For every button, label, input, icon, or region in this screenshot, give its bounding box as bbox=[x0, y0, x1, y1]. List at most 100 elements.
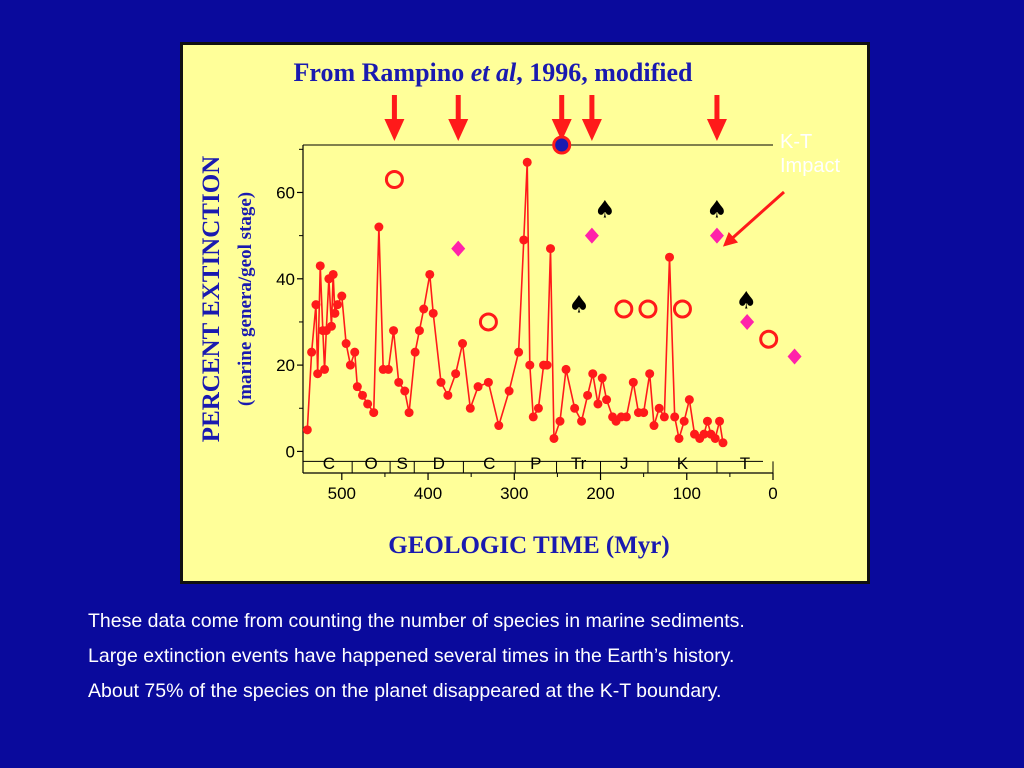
data-point bbox=[436, 377, 446, 387]
data-point bbox=[363, 399, 373, 409]
x-tick-label: 200 bbox=[586, 484, 614, 503]
y-tick-label: 20 bbox=[276, 356, 295, 375]
extinction-arrow-shaft bbox=[455, 95, 461, 123]
data-point bbox=[684, 395, 694, 405]
data-point bbox=[369, 408, 379, 418]
data-point bbox=[583, 390, 593, 400]
x-tick-label: 0 bbox=[768, 484, 777, 503]
data-point bbox=[483, 377, 493, 387]
kt-annotation-arrowhead bbox=[722, 232, 739, 247]
extinction-arrow-shaft bbox=[714, 95, 720, 123]
data-point bbox=[494, 421, 504, 431]
data-point bbox=[593, 399, 603, 409]
data-point bbox=[451, 369, 461, 379]
extinction-arrow-head bbox=[384, 119, 405, 141]
data-point bbox=[699, 429, 709, 439]
open-circle-marker bbox=[672, 299, 692, 319]
data-point bbox=[428, 308, 438, 318]
data-point bbox=[443, 390, 453, 400]
spade-icon: ♠ bbox=[706, 196, 728, 224]
diamond-marker bbox=[584, 227, 599, 244]
data-point bbox=[522, 157, 532, 167]
data-point bbox=[577, 416, 587, 426]
data-point bbox=[337, 291, 347, 301]
data-point bbox=[665, 252, 675, 262]
title-part: , 1996, modified bbox=[516, 58, 693, 87]
data-point bbox=[350, 347, 360, 357]
spade-icon: ♠ bbox=[594, 196, 616, 224]
data-point bbox=[649, 421, 659, 431]
data-point bbox=[718, 438, 728, 448]
data-point bbox=[514, 347, 524, 357]
x-tick-label: 100 bbox=[673, 484, 701, 503]
diamond-marker bbox=[740, 313, 755, 330]
data-point bbox=[410, 347, 420, 357]
period-label: S bbox=[397, 454, 408, 473]
open-circle-marker bbox=[384, 170, 404, 190]
data-point bbox=[710, 433, 720, 443]
data-point bbox=[639, 408, 649, 418]
spade-icon: ♠ bbox=[736, 286, 758, 314]
kt-impact-label: K-T Impact bbox=[780, 130, 840, 178]
extinction-arrow-head bbox=[706, 119, 727, 141]
caption-line-3: About 75% of the species on the planet d… bbox=[88, 680, 722, 702]
data-point bbox=[588, 369, 598, 379]
data-point bbox=[715, 416, 725, 426]
x-axis-title: GEOLOGIC TIME (Myr) bbox=[388, 532, 669, 559]
period-label: O bbox=[365, 454, 378, 473]
chart-panel: From Rampino et al, 1996, modified PERCEN… bbox=[180, 42, 870, 584]
data-point bbox=[645, 369, 655, 379]
data-point bbox=[621, 412, 631, 422]
data-point bbox=[519, 235, 529, 245]
data-point bbox=[679, 416, 689, 426]
data-point bbox=[313, 369, 323, 379]
data-point bbox=[533, 403, 543, 413]
data-point bbox=[358, 390, 368, 400]
kt-label-line2: Impact bbox=[780, 155, 841, 177]
extinction-arrow-shaft bbox=[559, 95, 565, 123]
data-point bbox=[414, 326, 424, 336]
data-point bbox=[341, 339, 351, 349]
data-point bbox=[465, 403, 475, 413]
data-point bbox=[302, 425, 312, 435]
data-point bbox=[374, 222, 384, 232]
extinction-arrow-shaft bbox=[391, 95, 397, 123]
data-point bbox=[542, 360, 552, 370]
data-point bbox=[555, 416, 565, 426]
period-label: J bbox=[620, 454, 629, 473]
y-tick-label: 60 bbox=[276, 183, 295, 202]
data-point bbox=[473, 382, 483, 392]
data-point bbox=[504, 386, 514, 396]
period-label: D bbox=[433, 454, 445, 473]
data-point bbox=[659, 412, 669, 422]
data-point bbox=[328, 269, 338, 279]
diamond-marker bbox=[451, 240, 466, 257]
y-tick-label: 0 bbox=[286, 442, 295, 461]
title-part: et al bbox=[471, 58, 517, 87]
data-point bbox=[320, 364, 330, 374]
x-tick-label: 300 bbox=[500, 484, 528, 503]
period-label: C bbox=[483, 454, 495, 473]
data-point bbox=[394, 377, 404, 387]
data-point bbox=[389, 326, 399, 336]
extinction-arrow-head bbox=[551, 119, 572, 141]
data-point bbox=[419, 304, 429, 314]
data-point bbox=[528, 412, 538, 422]
data-point bbox=[602, 395, 612, 405]
kt-label-line1: K-T bbox=[780, 131, 813, 153]
data-point bbox=[330, 308, 340, 318]
data-point bbox=[561, 364, 571, 374]
data-point bbox=[546, 244, 556, 254]
data-point bbox=[326, 321, 336, 331]
period-label: C bbox=[323, 454, 335, 473]
data-point bbox=[400, 386, 410, 396]
data-point bbox=[702, 416, 712, 426]
extinction-arrow-head bbox=[448, 119, 469, 141]
data-point bbox=[670, 412, 680, 422]
chart-title: From Rampino et al, 1996, modified bbox=[294, 58, 693, 87]
spade-icon: ♠ bbox=[568, 291, 590, 319]
filled-circle-marker bbox=[552, 135, 572, 155]
data-point bbox=[458, 339, 468, 349]
data-point bbox=[597, 373, 607, 383]
data-point bbox=[654, 403, 664, 413]
